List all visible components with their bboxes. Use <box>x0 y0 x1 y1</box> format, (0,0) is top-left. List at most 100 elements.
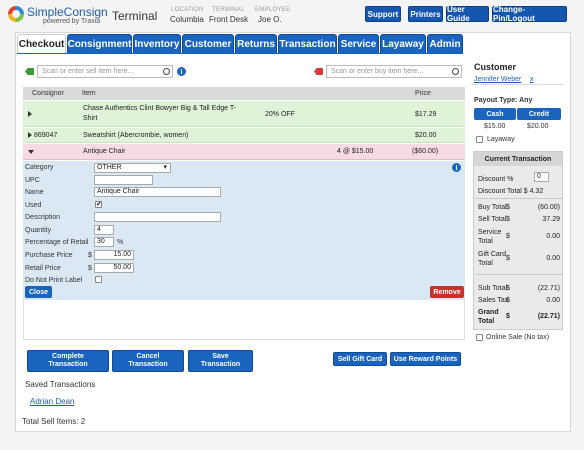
used-checkbox[interactable] <box>95 200 102 208</box>
button-label: Transaction <box>128 361 168 368</box>
online-sale-checkbox[interactable] <box>476 334 483 341</box>
discount-pct-input[interactable]: 0 <box>534 172 549 182</box>
retail-price-label: Retail Price <box>25 265 61 272</box>
row-label: Total <box>478 260 493 267</box>
user-guide-button[interactable]: User Guide <box>446 5 489 23</box>
table-row[interactable]: 869047 Sweatshirt (Abercrombie, women) $… <box>23 128 465 143</box>
percentage-label: Percentage of Retail <box>25 239 89 246</box>
cash-button[interactable]: Cash <box>474 108 516 120</box>
tab-inventory[interactable]: Inventory <box>133 34 181 54</box>
row-value: (22.71) <box>537 313 560 320</box>
percentage-input[interactable]: 30 <box>94 237 114 247</box>
currency-symbol: $ <box>506 233 510 240</box>
row-value: 0.00 <box>546 233 560 240</box>
info-icon[interactable]: i <box>452 163 461 172</box>
no-print-label: Do Not Print Label <box>25 277 83 284</box>
table-row[interactable]: Antique Chair 4 @ $15.00 ($60.00) <box>23 144 465 160</box>
brand-name: SimpleConsign <box>27 5 108 19</box>
quantity-input[interactable]: 4 <box>94 225 114 235</box>
sell-gift-card-button[interactable]: Sell Gift Card <box>333 352 387 366</box>
row-label: Grand <box>478 309 499 316</box>
divider <box>472 84 564 85</box>
tab-layaway[interactable]: Layaway <box>380 34 426 54</box>
support-button[interactable]: Support <box>365 6 401 22</box>
currency-symbol: $ <box>506 216 510 223</box>
button-label: Transaction <box>200 361 241 368</box>
currency-symbol: $ <box>506 297 510 304</box>
category-select[interactable]: OTHER ▾ <box>94 163 171 173</box>
table-row[interactable]: Chase Authentics Clint Bowyer Big & Tall… <box>23 101 465 127</box>
retail-price-input[interactable]: 50.00 <box>94 263 134 273</box>
employee-value: Joe O. <box>258 15 282 24</box>
remove-button[interactable]: Remove <box>430 286 464 298</box>
tab-transaction[interactable]: Transaction <box>278 34 337 54</box>
use-reward-points-button[interactable]: Use Reward Points <box>390 352 461 366</box>
purchase-price-label: Purchase Price <box>25 252 73 259</box>
expand-icon[interactable] <box>28 132 32 138</box>
row-label: Sales Tax <box>478 297 509 304</box>
chevron-down-icon: ▾ <box>163 164 167 171</box>
row-price: $20.00 <box>415 132 437 139</box>
row-qty: 4 @ $15.00 <box>337 148 374 155</box>
button-label: Transaction <box>48 361 88 368</box>
row-value: 0.00 <box>546 297 560 304</box>
row-item: Chase Authentics Clint Bowyer Big & Tall… <box>83 105 237 112</box>
quantity-label: Quantity <box>25 227 52 234</box>
location-label: LOCATION <box>171 7 204 13</box>
buy-tag-icon <box>314 68 323 75</box>
save-transaction-button[interactable]: Save Transaction <box>188 350 253 372</box>
collapse-icon[interactable] <box>28 150 34 154</box>
purchase-price-input[interactable]: 15.00 <box>94 250 134 260</box>
search-icon[interactable] <box>452 68 459 75</box>
change-pin-logout-button[interactable]: Change-Pin/Logout <box>492 5 567 23</box>
row-value: 37.29 <box>542 216 560 223</box>
info-icon[interactable]: i <box>177 67 186 76</box>
sell-search-input[interactable]: Scan or enter sell item here... <box>37 65 173 78</box>
terminal-label: TERMINAL <box>212 7 245 13</box>
tab-admin[interactable]: Admin <box>427 34 463 54</box>
buy-search-input[interactable]: Scan or enter buy item here... <box>326 65 462 78</box>
tab-consignment[interactable]: Consignment <box>67 34 132 54</box>
search-icon[interactable] <box>163 68 170 75</box>
upc-input[interactable] <box>94 175 153 185</box>
customer-name-link[interactable]: Jennifer Weber <box>474 76 522 83</box>
row-discount: 20% OFF <box>265 111 295 118</box>
description-input[interactable] <box>94 212 221 222</box>
col-consignor: Consignor <box>32 90 64 97</box>
close-button[interactable]: Close <box>25 286 52 298</box>
currency-symbol: $ <box>88 265 92 272</box>
row-label: Sub Total <box>478 285 508 292</box>
row-consignor: 869047 <box>34 132 58 139</box>
complete-transaction-button[interactable]: Complete Transaction <box>27 350 109 372</box>
cancel-transaction-button[interactable]: Cancel Transaction <box>112 350 184 372</box>
saved-transactions-title: Saved Transactions <box>25 380 96 389</box>
tab-checkout[interactable]: Checkout <box>17 34 66 54</box>
description-label: Description <box>25 214 61 221</box>
discount-total: Discount Total $ 4.32 <box>478 188 544 195</box>
row-value: 0.00 <box>546 255 560 262</box>
location-value: Columbia <box>170 15 204 24</box>
row-price: $17.29 <box>415 111 437 118</box>
app-title: Terminal <box>112 9 158 23</box>
layaway-label: Layaway <box>487 136 515 143</box>
button-label: Save <box>212 353 229 360</box>
expand-icon[interactable] <box>28 111 32 117</box>
printers-button[interactable]: Printers <box>408 6 443 22</box>
percent-unit: % <box>117 239 124 246</box>
layaway-checkbox[interactable] <box>476 136 483 143</box>
credit-button[interactable]: Credit <box>517 108 561 120</box>
no-print-checkbox[interactable] <box>95 276 102 283</box>
category-value: OTHER <box>97 164 122 171</box>
tab-returns[interactable]: Returns <box>235 34 277 54</box>
currency-symbol: $ <box>88 252 92 259</box>
row-item: Sweatshirt (Abercrombie, women) <box>83 132 189 139</box>
used-label: Used <box>25 202 42 209</box>
saved-transaction-link[interactable]: Adrian Dean <box>30 397 75 406</box>
col-price: Price <box>415 90 431 97</box>
row-label: Total <box>478 318 495 325</box>
tab-customer[interactable]: Customer <box>182 34 234 54</box>
name-input[interactable]: Antique Chair <box>94 187 221 197</box>
remove-customer-link[interactable]: x <box>530 76 534 83</box>
row-label: Sell Total <box>478 216 507 223</box>
tab-service[interactable]: Service <box>338 34 379 54</box>
